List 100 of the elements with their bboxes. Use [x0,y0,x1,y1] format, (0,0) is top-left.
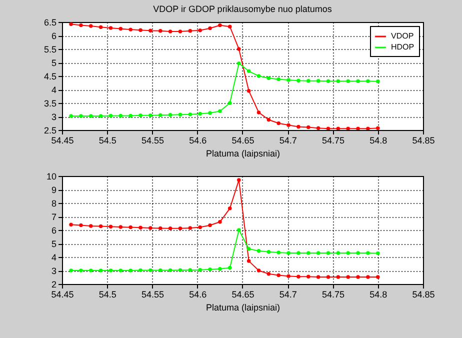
point [256,110,261,114]
point [276,77,280,82]
point [218,109,222,113]
x-tick-label: 54.75 [322,290,345,300]
point [178,268,182,272]
x-tick-label: 54.5 [98,136,116,146]
point [198,112,202,116]
point [237,47,241,51]
x-tick-label: 54.75 [322,136,345,146]
point [346,126,350,130]
x-tick-label: 54.65 [232,136,254,146]
y-tick-label: 6 [51,31,56,41]
point [306,251,310,255]
point [198,28,202,32]
point [237,61,241,66]
point [118,268,123,272]
point [246,259,251,263]
point [326,126,330,130]
point [366,251,370,255]
point [69,22,73,26]
x-tick-label: 54.65 [232,290,254,300]
y-tick-label: 3 [51,266,56,276]
point [148,114,152,118]
point [128,28,132,32]
point [168,268,172,272]
y-tick-label: 4.5 [44,72,56,82]
point [138,28,142,32]
point [366,275,370,279]
point [336,79,340,83]
point [356,251,360,255]
point [218,220,222,224]
y-tick-label: 10 [46,172,56,182]
point [98,224,103,228]
point [228,206,232,210]
point [326,251,330,255]
point [168,226,172,230]
point [89,224,93,228]
x-axis-title: Platuma (laipsniai) [206,148,280,158]
point [208,268,212,272]
point [148,226,152,230]
y-tick-label: 3 [51,112,56,122]
point [138,114,142,118]
point [108,268,113,272]
point [188,226,192,230]
point [356,126,360,130]
x-tick-label: 54.7 [279,136,297,146]
point [148,268,152,272]
point [138,226,142,230]
y-tick-label: 2 [51,280,56,290]
point [336,275,340,279]
y-tick-label: 3.5 [44,98,56,108]
y-tick-label: 7 [51,212,56,222]
point [346,251,350,255]
y-tick-label: 8 [51,198,56,208]
point [128,268,132,272]
point [376,126,380,130]
point [89,24,93,28]
legend-label: HDOP [391,42,414,52]
x-tick-label: 54.45 [51,290,74,300]
point [266,250,271,254]
point [286,123,290,128]
point [89,268,93,272]
x-tick-label: 54.7 [279,290,297,300]
point [286,251,290,255]
point [266,272,271,276]
x-tick-label: 54.85 [412,136,435,146]
point [256,249,261,253]
point [108,114,113,118]
y-tick-label: 5.5 [44,44,56,54]
point [246,88,251,93]
point [218,23,222,28]
point [376,251,380,256]
y-tick-label: 9 [51,185,56,195]
x-tick-label: 54.55 [141,136,164,146]
point [296,274,300,278]
point [237,228,241,232]
point [246,69,251,74]
point [306,274,310,278]
point [188,29,192,33]
point [228,101,232,105]
point [158,226,162,230]
point [188,268,192,272]
y-tick-label: 5 [51,239,56,249]
point [98,25,103,29]
point [256,268,261,272]
point [218,267,222,271]
point [266,118,271,122]
point [158,268,162,272]
point [79,114,83,118]
point [237,178,241,182]
point [208,26,212,30]
point [376,80,380,84]
point [296,251,300,255]
point [79,268,83,272]
point [148,28,152,33]
point [128,225,132,230]
point [118,26,123,31]
y-tick-label: 4 [51,85,56,95]
point [306,78,310,83]
x-tick-label: 54.5 [98,290,116,300]
